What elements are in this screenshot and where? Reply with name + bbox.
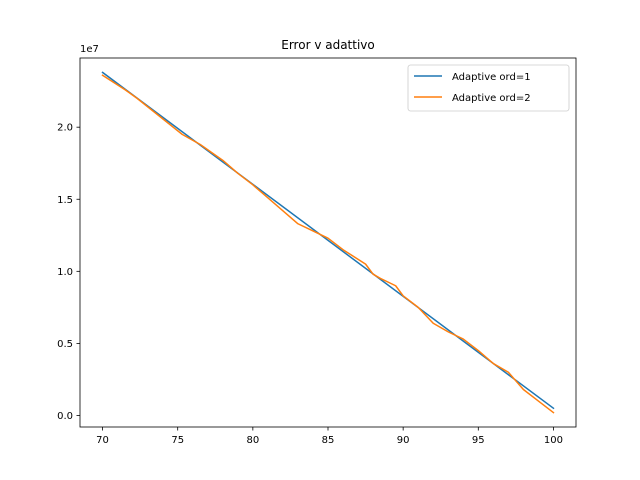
series-line-1: [101, 71, 555, 410]
x-tick-label: 70: [96, 435, 109, 446]
y-tick-label: 0.0: [57, 411, 73, 422]
plot-area: [79, 57, 577, 428]
x-tick-label: 100: [544, 435, 563, 446]
legend-label: Adaptive ord=1: [452, 72, 531, 83]
legend-label: Adaptive ord=2: [452, 93, 531, 104]
y-axis: 0.0 0.5 1.0 1.5 2.0: [57, 123, 80, 422]
y-offset-label: 1e7: [80, 44, 99, 55]
y-tick-label: 2.0: [57, 123, 73, 134]
series-layer: [101, 71, 555, 414]
x-tick-label: 85: [322, 435, 335, 446]
x-axis: 70 75 80 85 90 95 100: [96, 427, 563, 446]
plot-frame: [79, 57, 577, 428]
x-tick-label: 90: [397, 435, 410, 446]
y-tick-label: 0.5: [57, 339, 73, 350]
legend-box: [407, 64, 570, 112]
x-tick-label: 75: [171, 435, 184, 446]
series-line-2: [101, 74, 555, 414]
chart-title: Error v adattivo: [281, 38, 375, 52]
y-tick-label: 1.0: [57, 267, 73, 278]
x-tick-label: 80: [246, 435, 259, 446]
y-tick-label: 1.5: [57, 195, 73, 206]
x-tick-label: 95: [472, 435, 485, 446]
legend: Adaptive ord=1 Adaptive ord=2: [407, 64, 570, 112]
